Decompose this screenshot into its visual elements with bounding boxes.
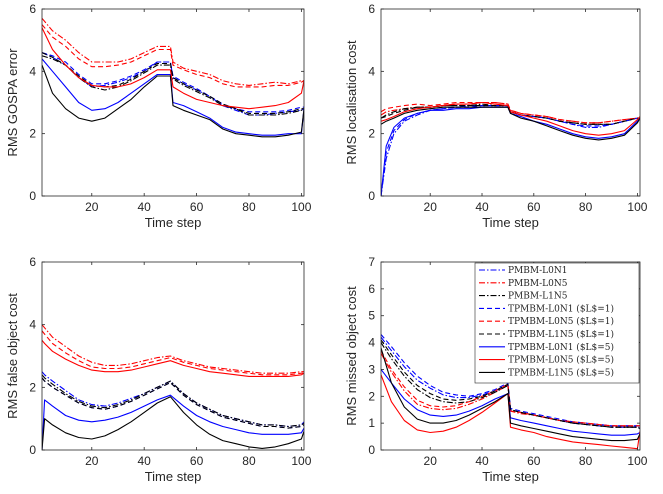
x-axis-label: Time step xyxy=(482,215,539,230)
y-axis-label: RMS localisation cost xyxy=(344,40,359,165)
x-tick-label: 40 xyxy=(475,454,489,468)
y-tick-label: 4 xyxy=(29,318,36,332)
series-line xyxy=(42,52,304,114)
y-tick-label: 6 xyxy=(29,255,36,269)
axes-box xyxy=(380,8,641,197)
x-tick-label: 60 xyxy=(190,454,204,468)
x-axis-label: Time step xyxy=(145,469,202,484)
series-line xyxy=(42,330,304,376)
chart-panel-3: 20 40 60 80 100 0 2 4 6 Time step RMS false object… xyxy=(5,255,312,484)
y-axis-label: RMS missed object cost xyxy=(344,286,359,426)
series-line xyxy=(42,58,304,136)
x-tick-label: 40 xyxy=(138,454,152,468)
x-tick-label: 60 xyxy=(190,200,204,214)
x-tick-label: 20 xyxy=(424,454,438,468)
series-line xyxy=(381,347,640,442)
x-tick-label: 40 xyxy=(138,200,152,214)
chart-panel-1: 20 40 60 80 100 0 2 4 6 Time step RMS GOSPA error xyxy=(5,2,312,230)
x-tick-label: 80 xyxy=(579,454,593,468)
series-line xyxy=(42,339,304,377)
legend-label: PMBM-L0N1 xyxy=(508,266,567,276)
series-line xyxy=(381,105,640,196)
x-tick-label: 80 xyxy=(242,200,256,214)
x-tick-label: 80 xyxy=(579,200,593,214)
series-line xyxy=(42,377,304,429)
series-line xyxy=(42,396,304,450)
y-tick-label: 6 xyxy=(368,282,375,296)
axes-box xyxy=(41,8,305,197)
y-tick-label: 7 xyxy=(368,255,375,269)
series-group xyxy=(381,101,640,196)
series-group xyxy=(381,334,640,450)
y-tick-label: 2 xyxy=(29,380,36,394)
y-tick-label: 0 xyxy=(29,189,36,203)
y-tick-label: 6 xyxy=(29,2,36,16)
y-tick-label: 2 xyxy=(368,127,375,141)
series-line xyxy=(381,339,640,428)
legend-label: TPMBM-L0N1 ($L$=5) xyxy=(508,342,614,353)
legend-label: TPMBM-L1N5 ($L$=5) xyxy=(508,367,614,378)
x-tick-label: 80 xyxy=(242,454,256,468)
legend-label: TPMBM-L1N5 ($L$=1) xyxy=(508,329,614,340)
series-line xyxy=(42,64,304,138)
y-tick-label: 4 xyxy=(368,64,375,78)
series-group xyxy=(42,17,304,138)
x-tick-label: 100 xyxy=(627,454,647,468)
axes-box xyxy=(41,261,305,451)
series-line xyxy=(381,105,640,196)
series-line xyxy=(42,374,304,428)
series-group xyxy=(42,324,304,450)
legend-label: PMBM-L0N5 xyxy=(508,279,568,289)
series-line xyxy=(381,101,640,124)
series-line xyxy=(42,52,304,113)
y-tick-label: 0 xyxy=(368,189,375,203)
y-tick-label: 0 xyxy=(29,443,36,457)
legend-label: TPMBM-L0N5 ($L$=1) xyxy=(508,316,614,327)
axes-box xyxy=(380,261,641,451)
y-tick-label: 2 xyxy=(368,389,375,403)
series-line xyxy=(42,24,304,88)
series-line xyxy=(381,106,640,196)
x-tick-label: 100 xyxy=(291,200,311,214)
series-line xyxy=(381,342,640,429)
x-tick-label: 20 xyxy=(85,200,99,214)
y-tick-label: 1 xyxy=(368,416,375,430)
x-tick-label: 60 xyxy=(527,200,541,214)
y-axis-label: RMS GOSPA error xyxy=(5,48,20,157)
y-tick-label: 4 xyxy=(368,336,375,350)
chart-panel-4: 20 40 60 80 100 0 1 2 3 4 5 6 7 Time step RMS missed o… xyxy=(344,255,648,484)
legend-label: PMBM-L1N5 xyxy=(508,292,568,302)
x-tick-label: 20 xyxy=(424,200,438,214)
series-line xyxy=(42,324,304,374)
y-tick-label: 0 xyxy=(368,443,375,457)
series-line xyxy=(42,394,304,450)
legend-label: TPMBM-L0N1 ($L$=1) xyxy=(508,303,614,314)
x-axis-label: Time step xyxy=(145,215,202,230)
series-line xyxy=(381,350,640,427)
y-tick-label: 2 xyxy=(29,127,36,141)
legend-label: TPMBM-L0N5 ($L$=5) xyxy=(508,355,614,366)
series-line xyxy=(42,55,304,116)
series-line xyxy=(381,101,640,136)
y-tick-label: 6 xyxy=(368,2,375,16)
y-axis-label: RMS false object cost xyxy=(5,293,20,419)
x-tick-label: 60 xyxy=(527,454,541,468)
series-line xyxy=(42,27,304,110)
x-tick-label: 20 xyxy=(85,454,99,468)
x-axis-label: Time step xyxy=(482,469,539,484)
series-line xyxy=(381,374,640,450)
y-tick-label: 4 xyxy=(29,64,36,78)
x-tick-label: 100 xyxy=(627,200,647,214)
y-tick-label: 3 xyxy=(368,362,375,376)
x-tick-label: 40 xyxy=(475,200,489,214)
y-tick-label: 5 xyxy=(368,309,375,323)
chart-panel-2: 20 40 60 80 100 0 2 4 6 Time step RMS localisation… xyxy=(344,2,648,230)
series-line xyxy=(381,106,640,141)
x-tick-label: 100 xyxy=(291,454,311,468)
